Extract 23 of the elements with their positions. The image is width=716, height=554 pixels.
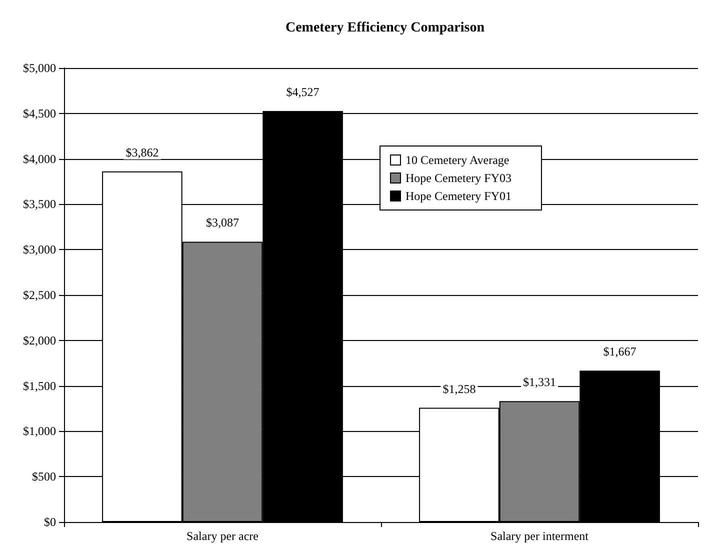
chart-title: Cemetery Efficiency Comparison (285, 20, 485, 36)
y-tick-label: $5,000 (23, 61, 56, 75)
legend-label: 10 Cemetery Average (406, 153, 510, 167)
data-label: $3,862 (126, 145, 159, 160)
data-label: $1,258 (442, 382, 476, 396)
y-tick-label: $3,000 (23, 242, 56, 257)
y-tick-label: $0 (44, 515, 56, 529)
x-tick-label: Salary per acre (186, 529, 258, 543)
y-tick-label: $500 (32, 470, 56, 484)
y-tick-label: $1,500 (23, 378, 56, 393)
y-tick-label: $2,000 (23, 333, 56, 348)
data-label: $1,667 (603, 344, 636, 359)
data-label: $1,331 (523, 375, 556, 390)
y-tick-label: $1,000 (23, 424, 56, 438)
data-label: $4,527 (286, 84, 320, 99)
y-tick-label: $3,500 (23, 197, 56, 212)
x-tick-label: Salary per interment (490, 529, 590, 543)
y-tick-label: $4,500 (23, 106, 56, 120)
legend-label: Hope Cemetery FY01 (406, 189, 512, 203)
y-tick-label: $4,000 (23, 152, 56, 166)
legend-label: Hope Cemetery FY03 (406, 171, 512, 185)
y-tick-label: $2,500 (23, 288, 56, 302)
data-label: $3,087 (206, 216, 239, 230)
